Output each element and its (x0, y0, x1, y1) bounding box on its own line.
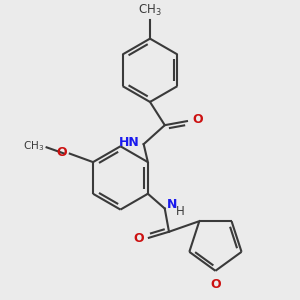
Text: H: H (176, 205, 185, 218)
Text: O: O (210, 278, 221, 291)
Text: O: O (133, 232, 144, 244)
Text: O: O (192, 113, 203, 126)
Text: CH$_3$: CH$_3$ (138, 2, 162, 17)
Text: N: N (167, 198, 177, 211)
Text: HN: HN (119, 136, 140, 148)
Text: CH$_3$: CH$_3$ (23, 140, 44, 153)
Text: O: O (56, 146, 67, 159)
